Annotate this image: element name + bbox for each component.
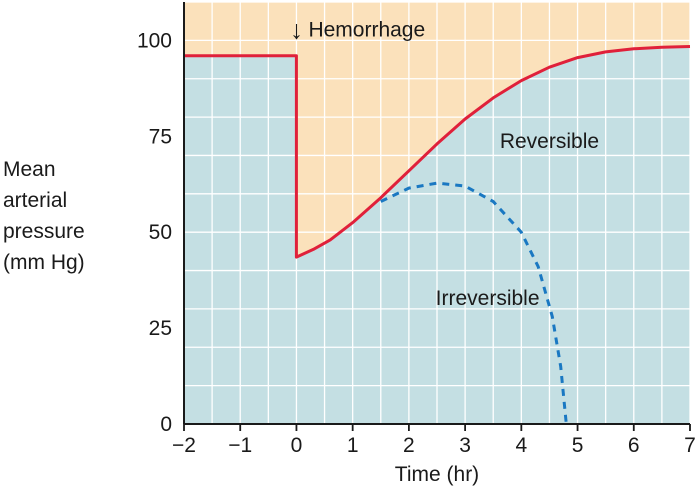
x-tick-label: −2 <box>172 434 196 457</box>
x-tick-label: −1 <box>228 434 252 457</box>
y-axis-title-line: arterial <box>3 189 67 212</box>
reversible-series-line <box>184 45 691 259</box>
x-tick-label: 0 <box>291 434 303 457</box>
x-tick-label: 6 <box>628 434 640 457</box>
x-tick-label: 5 <box>572 434 584 457</box>
x-axis-title: Time (hr) <box>395 463 479 486</box>
y-tick-label: 0 <box>160 413 172 436</box>
x-tick-label: 3 <box>459 434 471 457</box>
y-axis-title-line: Mean <box>3 158 56 181</box>
y-axis-title-line: (mm Hg) <box>3 251 85 274</box>
y-tick-label: 25 <box>149 317 172 340</box>
x-tick-label: 1 <box>347 434 359 457</box>
y-axis-title-line: pressure <box>3 220 85 243</box>
y-tick-labels: 0 25 50 75 100 <box>137 29 172 436</box>
reversible-label: Reversible <box>500 130 599 153</box>
axes <box>183 2 691 431</box>
x-tick-label: 7 <box>684 434 696 457</box>
irreversible-series-line <box>380 181 568 425</box>
x-tick-label: 4 <box>515 434 527 457</box>
irreversible-label: Irreversible <box>436 287 540 310</box>
y-tick-label: 75 <box>149 125 172 148</box>
y-tick-label: 50 <box>149 221 172 244</box>
data-series <box>184 45 691 425</box>
y-tick-label: 100 <box>137 29 172 52</box>
x-tick-label: 2 <box>403 434 415 457</box>
hemorrhage-label: Hemorrhage <box>308 19 425 42</box>
grid-lines <box>184 1 691 424</box>
y-axis-title: Mean arterial pressure (mm Hg) <box>3 158 85 274</box>
annotations: ↓ Hemorrhage Reversible Irreversible <box>290 15 599 311</box>
hemorrhage-arrow-icon: ↓ <box>290 15 303 45</box>
x-tick-labels: −2 −1 0 1 2 3 4 5 6 7 <box>172 434 696 457</box>
